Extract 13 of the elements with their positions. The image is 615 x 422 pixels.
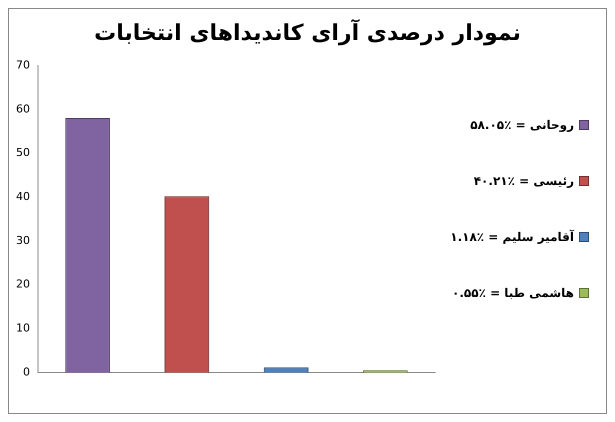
y-tick-label: 30 <box>16 234 30 247</box>
y-tick-label: 10 <box>16 322 30 335</box>
y-tick-label: 50 <box>16 146 30 160</box>
y-tick-label: 40 <box>16 190 30 204</box>
y-tick-label: 0 <box>22 365 30 378</box>
legend-label: آقامیر سلیم = ٪۱.۱۸ <box>450 230 574 244</box>
chart-title: نمودار درصدی آرای کاندیداهای انتخابات <box>93 18 522 48</box>
y-tick-label: 20 <box>16 278 30 291</box>
y-tick-label: 60 <box>16 102 30 116</box>
legend-label: هاشمی طبا = ٪۰.۵۵ <box>452 286 574 300</box>
legend-label: رئیسی = ٪۴۰.۲۱ <box>474 174 574 188</box>
y-tick-label: 70 <box>16 58 30 72</box>
legend-label: روحانی = ٪۵۸.۰۵ <box>470 118 574 132</box>
